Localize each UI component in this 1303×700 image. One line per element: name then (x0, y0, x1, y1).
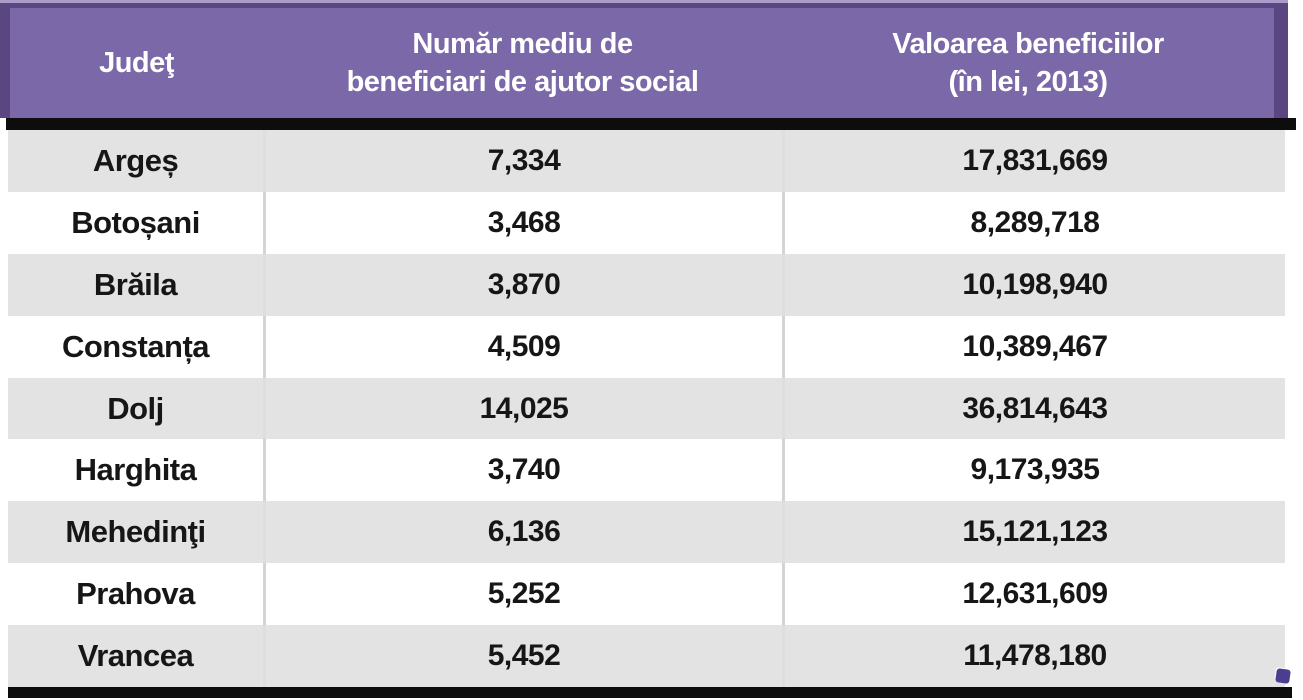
header-beneficiaries-line1: Număr mediu de (412, 28, 633, 60)
cell-value: 11,478,180 (782, 625, 1285, 688)
cell-beneficiaries: 3,740 (263, 439, 782, 502)
cell-value: 10,389,467 (782, 315, 1285, 378)
header-cell-county: Judeţ (10, 8, 263, 118)
table-body: Argeș 7,334 17,831,669 Botoșani 3,468 8,… (8, 130, 1285, 688)
header-divider-rule (6, 118, 1296, 130)
cell-county: Constanța (61, 328, 210, 364)
table-row: Dolj 14,025 36,814,643 (8, 377, 1285, 440)
cell-beneficiaries: 7,334 (263, 130, 782, 192)
cell-beneficiaries: 3,870 (263, 253, 782, 316)
cell-beneficiaries: 5,252 (263, 563, 782, 626)
cell-beneficiaries: 14,025 (263, 377, 782, 440)
table-row: Botoșani 3,468 8,289,718 (8, 191, 1285, 254)
cell-county: Argeș (92, 142, 179, 178)
table-row: Vrancea 5,452 11,478,180 (8, 625, 1285, 688)
table-row: Constanța 4,509 10,389,467 (8, 315, 1285, 378)
cell-county: Brăila (93, 266, 178, 302)
header-cell-beneficiaries: Număr mediu de beneficiari de ajutor soc… (263, 8, 782, 118)
header-county-label: Judeţ (99, 47, 174, 79)
table-header: Judeţ Număr mediu de beneficiari de ajut… (0, 3, 1288, 118)
cell-beneficiaries: 5,452 (263, 625, 782, 688)
cell-county: Botoșani (71, 204, 200, 240)
cell-value: 8,289,718 (782, 191, 1285, 254)
bottom-rule (8, 687, 1292, 698)
table-row: Mehedinţi 6,136 15,121,123 (8, 501, 1285, 564)
cell-beneficiaries: 6,136 (263, 501, 782, 564)
header-value-line1: Valoarea beneficiilor (892, 28, 1164, 60)
cell-value: 10,198,940 (782, 253, 1285, 316)
cell-county: Prahova (76, 576, 195, 612)
header-value-line2: (în lei, 2013) (948, 66, 1108, 98)
table-row: Brăila 3,870 10,198,940 (8, 253, 1285, 316)
table-row: Argeș 7,334 17,831,669 (8, 130, 1285, 192)
cell-beneficiaries: 4,509 (263, 315, 782, 378)
cell-value: 36,814,643 (782, 377, 1285, 440)
cell-county: Harghita (74, 452, 197, 488)
cell-value: 12,631,609 (782, 563, 1285, 626)
cell-county: Dolj (107, 390, 164, 426)
header-beneficiaries-line2: beneficiari de ajutor social (346, 66, 699, 98)
cell-county: Vrancea (77, 638, 194, 674)
cell-value: 15,121,123 (782, 501, 1285, 564)
header-top-highlight (0, 0, 1288, 3)
table-row: Harghita 3,740 9,173,935 (8, 439, 1285, 502)
cell-value: 9,173,935 (782, 439, 1285, 502)
table-row: Prahova 5,252 12,631,609 (8, 563, 1285, 626)
cell-county: Mehedinţi (65, 514, 206, 550)
cell-value: 17,831,669 (782, 130, 1285, 192)
excel-fill-handle[interactable] (1275, 668, 1291, 684)
cell-beneficiaries: 3,468 (263, 191, 782, 254)
header-cell-value: Valoarea beneficiilor (în lei, 2013) (782, 8, 1274, 118)
